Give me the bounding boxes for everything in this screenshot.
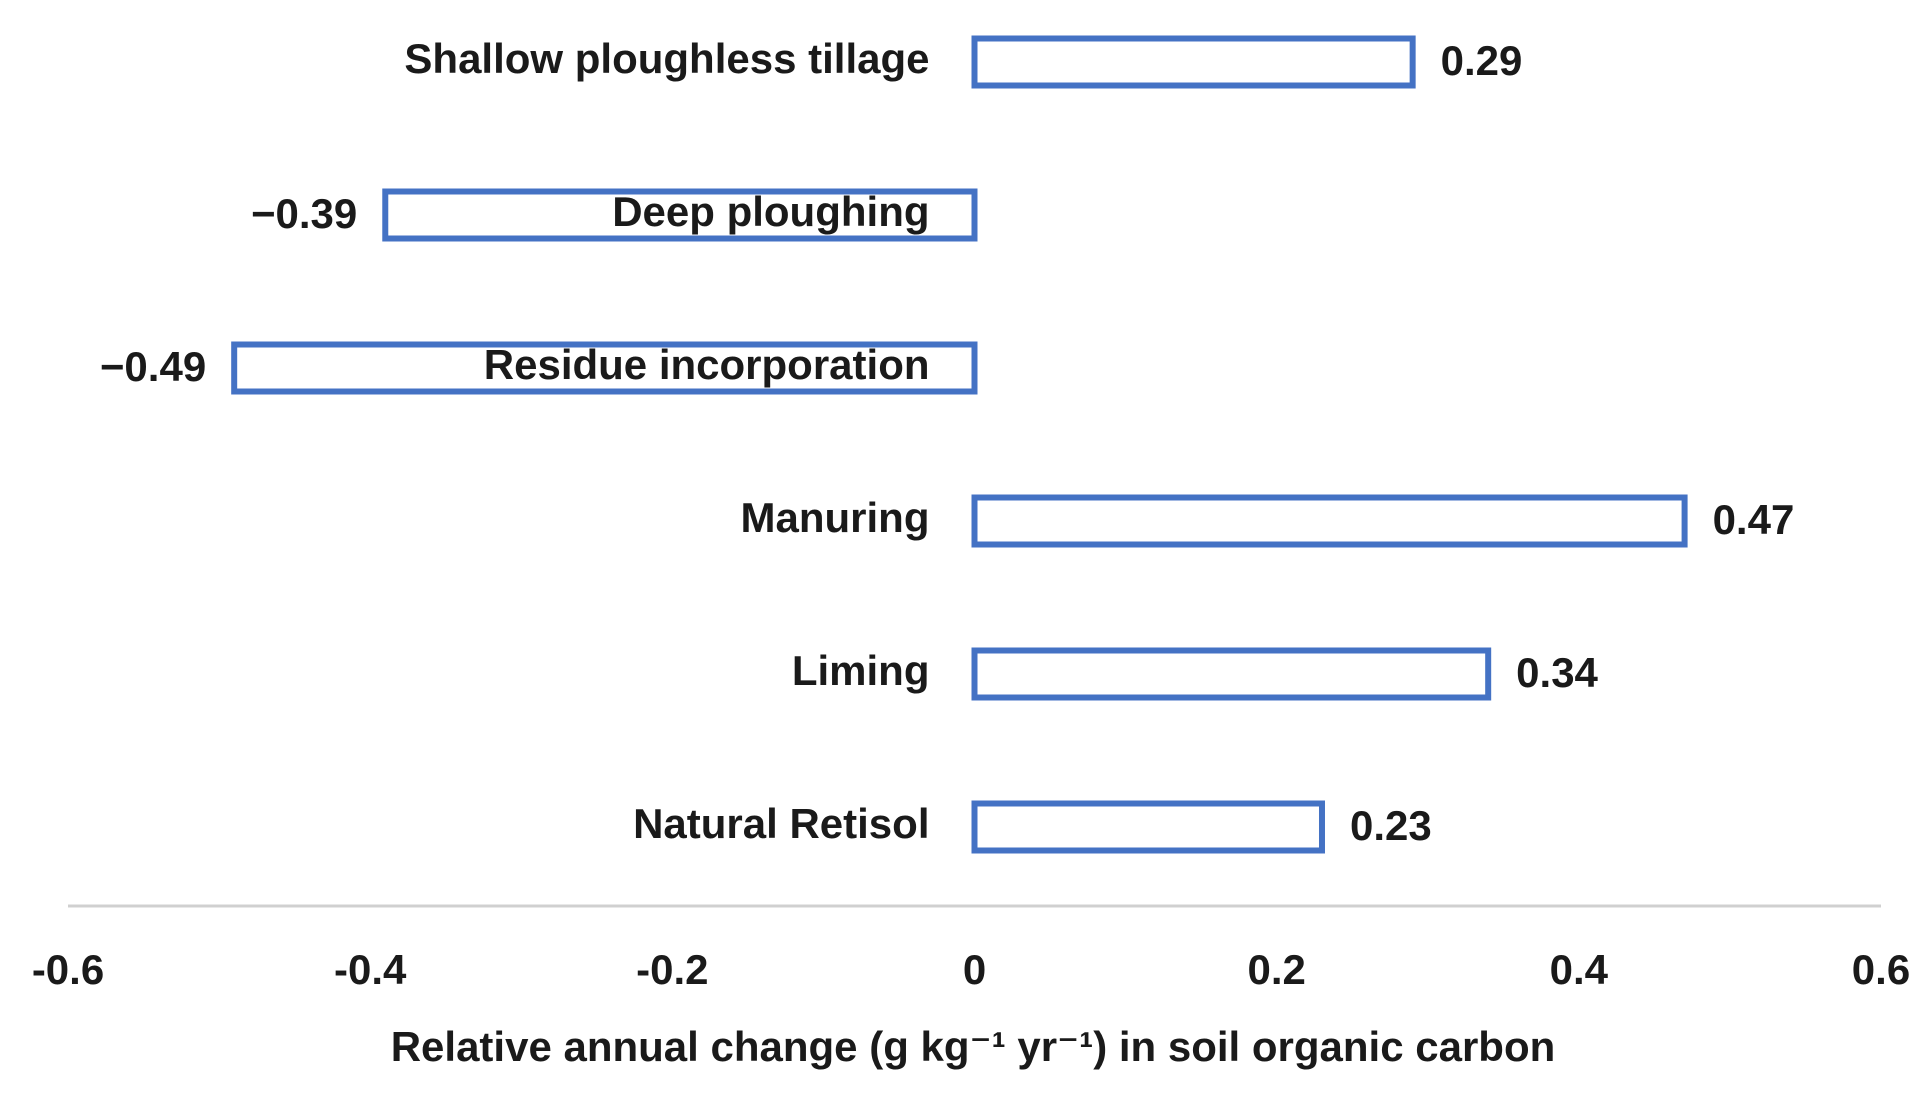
category-label: Manuring bbox=[741, 494, 930, 541]
x-tick-label: -0.4 bbox=[334, 946, 407, 993]
value-label: 0.34 bbox=[1516, 649, 1598, 696]
bar bbox=[971, 494, 1688, 548]
category-label: Shallow ploughless tillage bbox=[404, 35, 929, 82]
x-tick-label: 0.4 bbox=[1550, 946, 1609, 993]
x-tick-label: 0 bbox=[963, 946, 986, 993]
category-label: Residue incorporation bbox=[484, 341, 930, 388]
value-label: 0.23 bbox=[1350, 802, 1432, 849]
bar bbox=[382, 188, 978, 242]
x-tick-label: -0.6 bbox=[32, 946, 104, 993]
value-label: −0.39 bbox=[251, 190, 357, 237]
category-label: Liming bbox=[792, 647, 930, 694]
bar bbox=[971, 800, 1325, 854]
value-label: −0.49 bbox=[100, 343, 206, 390]
x-tick-label: 0.6 bbox=[1852, 946, 1910, 993]
category-label: Deep ploughing bbox=[612, 188, 929, 235]
value-label: 0.29 bbox=[1441, 37, 1523, 84]
x-axis-title: Relative annual change (g kg⁻¹ yr⁻¹) in … bbox=[391, 1023, 1556, 1070]
value-label: 0.47 bbox=[1713, 496, 1795, 543]
x-tick-label: -0.2 bbox=[636, 946, 708, 993]
category-label: Natural Retisol bbox=[633, 800, 929, 847]
bar bbox=[971, 35, 1416, 89]
bar bbox=[971, 647, 1492, 701]
bar bbox=[231, 341, 978, 395]
x-tick-label: 0.2 bbox=[1247, 946, 1305, 993]
